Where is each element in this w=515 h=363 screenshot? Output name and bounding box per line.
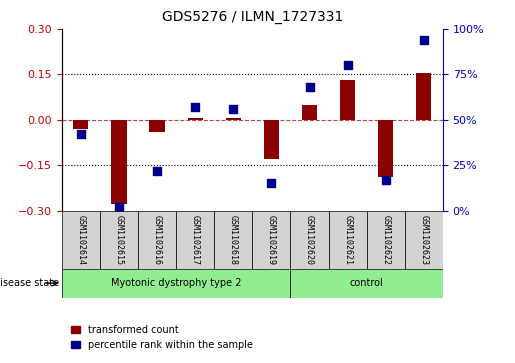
Text: GSM1102623: GSM1102623 — [419, 215, 428, 265]
Text: GSM1102621: GSM1102621 — [343, 215, 352, 265]
Bar — [340, 81, 355, 120]
Bar — [378, 120, 393, 177]
FancyBboxPatch shape — [214, 211, 252, 269]
FancyBboxPatch shape — [290, 269, 443, 298]
Bar — [226, 118, 241, 120]
Bar — [416, 73, 432, 120]
Point — [382, 177, 390, 183]
Point — [420, 37, 428, 43]
FancyBboxPatch shape — [329, 211, 367, 269]
Text: GSM1102620: GSM1102620 — [305, 215, 314, 265]
Text: disease state: disease state — [0, 278, 59, 288]
Text: GSM1102615: GSM1102615 — [114, 215, 124, 265]
Point — [153, 168, 161, 174]
Text: GSM1102618: GSM1102618 — [229, 215, 238, 265]
Legend: transformed count, percentile rank within the sample: transformed count, percentile rank withi… — [66, 321, 257, 354]
FancyBboxPatch shape — [62, 269, 290, 298]
Title: GDS5276 / ILMN_1727331: GDS5276 / ILMN_1727331 — [162, 10, 343, 24]
Bar — [187, 118, 203, 120]
Point — [229, 106, 237, 112]
FancyBboxPatch shape — [176, 211, 214, 269]
Text: GSM1102622: GSM1102622 — [381, 215, 390, 265]
Point — [115, 204, 123, 210]
FancyBboxPatch shape — [290, 211, 329, 269]
Text: GSM1102616: GSM1102616 — [152, 215, 162, 265]
FancyBboxPatch shape — [367, 211, 405, 269]
Point — [267, 180, 276, 186]
Bar — [111, 120, 127, 204]
Text: Myotonic dystrophy type 2: Myotonic dystrophy type 2 — [111, 278, 242, 288]
Bar — [302, 105, 317, 120]
FancyBboxPatch shape — [252, 211, 290, 269]
Point — [305, 84, 314, 90]
Bar — [73, 120, 89, 129]
Point — [344, 62, 352, 68]
Point — [77, 131, 85, 137]
Point — [191, 104, 199, 110]
Bar — [264, 120, 279, 159]
Text: GSM1102614: GSM1102614 — [76, 215, 85, 265]
FancyBboxPatch shape — [405, 211, 443, 269]
FancyBboxPatch shape — [138, 211, 176, 269]
Text: GSM1102617: GSM1102617 — [191, 215, 200, 265]
FancyBboxPatch shape — [100, 211, 138, 269]
Text: control: control — [350, 278, 384, 288]
Text: GSM1102619: GSM1102619 — [267, 215, 276, 265]
Bar — [149, 120, 165, 132]
FancyBboxPatch shape — [62, 211, 100, 269]
